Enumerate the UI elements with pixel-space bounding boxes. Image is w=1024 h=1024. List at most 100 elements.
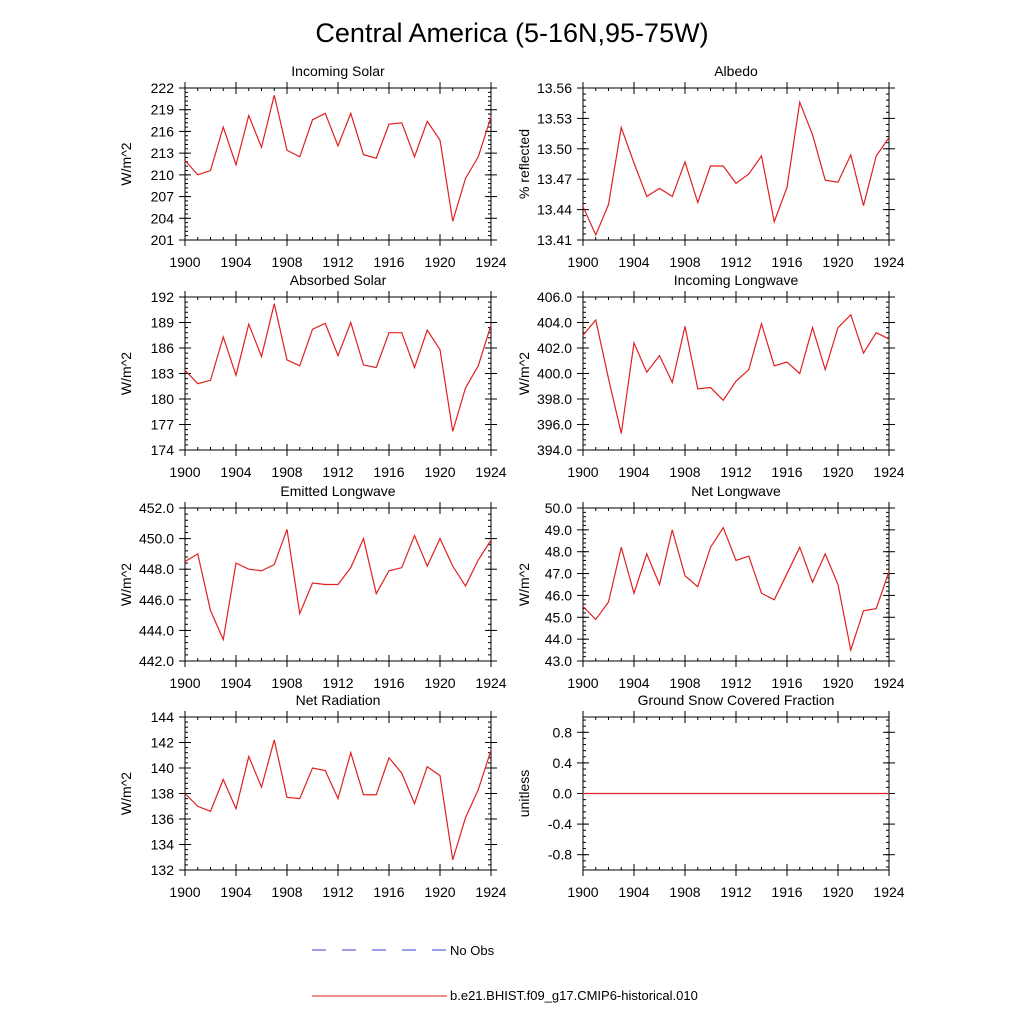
panel-frame xyxy=(582,296,890,451)
y-tick-label: 446.0 xyxy=(139,592,174,608)
panels: Incoming Solar W/m^2 201 204 207 210 213 216 219… xyxy=(118,63,905,900)
y-tick-label: 138 xyxy=(151,786,175,802)
x-tick-label: 1912 xyxy=(322,464,353,480)
y-tick-label: 134 xyxy=(151,837,175,853)
x-tick-label: 1900 xyxy=(567,675,598,691)
x-tick-label: 1908 xyxy=(271,254,302,270)
y-axis-label: W/m^2 xyxy=(516,563,532,606)
y-tick-label: 13.53 xyxy=(537,110,572,126)
x-tick-label: 1924 xyxy=(873,464,904,480)
y-tick-label: 13.56 xyxy=(537,80,572,96)
y-axis-label: W/m^2 xyxy=(516,352,532,395)
y-tick-label: 448.0 xyxy=(139,561,174,577)
x-tick-label: 1916 xyxy=(373,464,404,480)
y-tick-label: 442.0 xyxy=(139,653,174,669)
x-tick-label: 1924 xyxy=(475,675,506,691)
panel-2: Albedo % reflected 13.41 13.44 13.47 13.50 13.… xyxy=(516,63,905,270)
x-tick-label: 1900 xyxy=(567,464,598,480)
series-line xyxy=(582,99,890,237)
y-axis-label: W/m^2 xyxy=(118,772,134,815)
panel-6: Net Longwave W/m^2 43.0 44.0 45.0 46.0 47.0 48.… xyxy=(516,483,905,691)
x-tick-label: 1920 xyxy=(424,675,455,691)
panel-title: Emitted Longwave xyxy=(280,483,395,499)
x-tick-label: 1924 xyxy=(873,675,904,691)
legend-model-label: b.e21.BHIST.f09_g17.CMIP6-historical.010 xyxy=(450,988,698,1003)
y-tick-label: 450.0 xyxy=(139,531,174,547)
x-tick-label: 1900 xyxy=(169,464,200,480)
y-tick-label: 394.0 xyxy=(537,442,572,458)
x-tick-label: 1916 xyxy=(771,675,802,691)
series-line xyxy=(184,303,492,432)
y-tick-label: 219 xyxy=(151,102,175,118)
y-tick-label: 222 xyxy=(151,80,175,96)
series-line xyxy=(184,529,492,642)
legend-obs-label: No Obs xyxy=(450,943,495,958)
y-tick-label: 201 xyxy=(151,232,175,248)
y-tick-label: 404.0 xyxy=(537,315,572,331)
y-tick-label: 49.0 xyxy=(545,522,572,538)
x-tick-label: 1920 xyxy=(822,464,853,480)
panel-title: Incoming Longwave xyxy=(674,272,799,288)
x-tick-label: 1920 xyxy=(822,884,853,900)
y-tick-label: 140 xyxy=(151,760,175,776)
x-tick-label: 1916 xyxy=(771,254,802,270)
y-axis-label: W/m^2 xyxy=(118,563,134,606)
x-tick-label: 1904 xyxy=(220,884,251,900)
panel-title: Net Radiation xyxy=(296,692,381,708)
panel-title: Ground Snow Covered Fraction xyxy=(638,692,835,708)
x-tick-label: 1920 xyxy=(424,254,455,270)
x-tick-label: 1908 xyxy=(669,464,700,480)
x-tick-label: 1924 xyxy=(873,884,904,900)
series-line xyxy=(184,739,492,860)
panel-title: Incoming Solar xyxy=(291,63,385,79)
y-tick-label: 189 xyxy=(151,315,175,331)
panel-7: Net Radiation W/m^2 132 134 136 138 140 142 144 1… xyxy=(118,692,507,900)
y-tick-label: 216 xyxy=(151,123,175,139)
y-tick-label: 192 xyxy=(151,289,175,305)
y-tick-label: 46.0 xyxy=(545,587,572,603)
panel-frame xyxy=(582,87,890,241)
x-tick-label: 1900 xyxy=(169,884,200,900)
series-line xyxy=(582,313,890,434)
y-tick-label: 144 xyxy=(151,709,175,725)
x-tick-label: 1924 xyxy=(475,254,506,270)
x-tick-label: 1912 xyxy=(720,675,751,691)
y-tick-label: 174 xyxy=(151,442,175,458)
x-tick-label: 1924 xyxy=(475,464,506,480)
x-tick-label: 1900 xyxy=(169,675,200,691)
panel-1: Incoming Solar W/m^2 201 204 207 210 213 216 219… xyxy=(118,63,507,270)
y-tick-label: 400.0 xyxy=(537,366,572,382)
panel-frame xyxy=(184,87,492,241)
x-tick-label: 1908 xyxy=(271,675,302,691)
y-tick-label: 132 xyxy=(151,862,175,878)
y-tick-label: -0.8 xyxy=(548,847,572,863)
panel-5: Emitted Longwave W/m^2 442.0 444.0 446.0 448.… xyxy=(118,483,507,691)
y-tick-label: 180 xyxy=(151,391,175,407)
x-tick-label: 1924 xyxy=(873,254,904,270)
x-tick-label: 1908 xyxy=(271,464,302,480)
y-tick-label: 45.0 xyxy=(545,609,572,625)
panel-frame xyxy=(582,507,890,662)
y-tick-label: 13.50 xyxy=(537,141,572,157)
y-tick-label: 13.41 xyxy=(537,232,572,248)
y-tick-label: 43.0 xyxy=(545,653,572,669)
x-tick-label: 1904 xyxy=(618,254,649,270)
x-tick-label: 1900 xyxy=(169,254,200,270)
y-tick-label: 0.8 xyxy=(553,724,573,740)
y-tick-label: 210 xyxy=(151,167,175,183)
figure-title: Central America (5-16N,95-75W) xyxy=(315,18,708,48)
x-tick-label: 1908 xyxy=(669,254,700,270)
x-tick-label: 1900 xyxy=(567,884,598,900)
x-tick-label: 1912 xyxy=(720,884,751,900)
x-tick-label: 1916 xyxy=(771,884,802,900)
y-axis-label: % reflected xyxy=(516,129,532,199)
x-tick-label: 1916 xyxy=(373,675,404,691)
series-line xyxy=(184,95,492,222)
y-tick-label: 50.0 xyxy=(545,500,572,516)
x-tick-label: 1924 xyxy=(475,884,506,900)
x-tick-label: 1908 xyxy=(669,884,700,900)
x-tick-label: 1908 xyxy=(669,675,700,691)
panel-frame xyxy=(184,296,492,451)
y-tick-label: 0.4 xyxy=(553,755,573,771)
